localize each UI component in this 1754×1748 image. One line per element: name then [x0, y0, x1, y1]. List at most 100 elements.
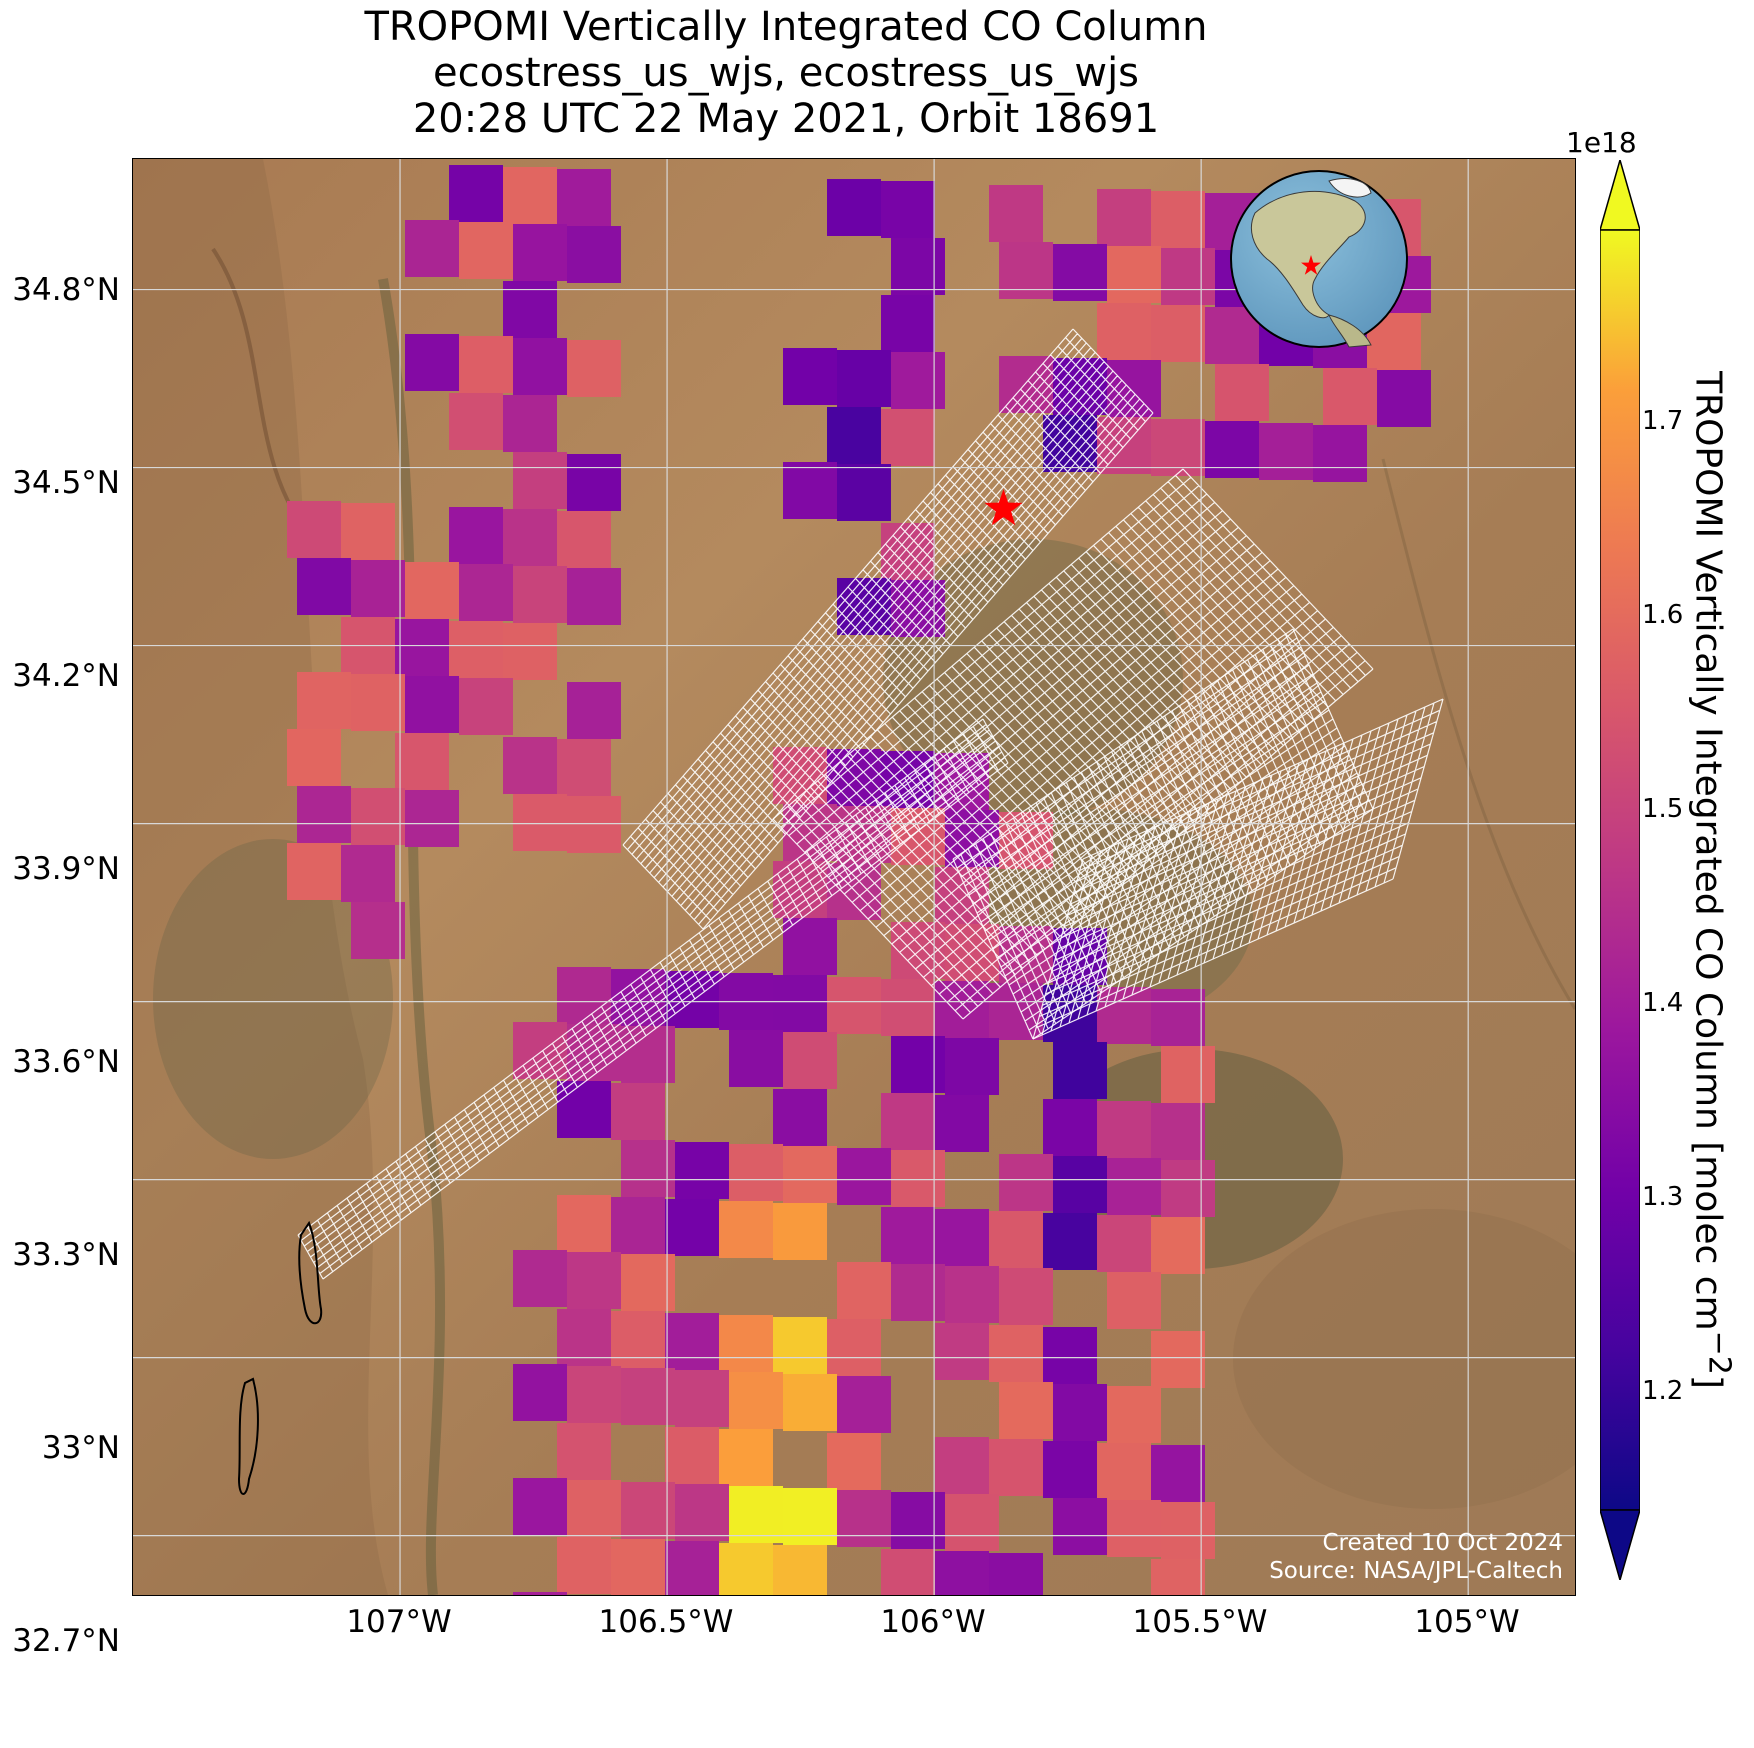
- tropomi-pixel: [1097, 1101, 1151, 1158]
- footprint-mesh: [772, 468, 1374, 1020]
- tropomi-pixels: [287, 165, 1431, 1595]
- tropomi-pixel: [999, 242, 1053, 299]
- lon-tick-label: 105°W: [1414, 1604, 1520, 1640]
- tropomi-pixel: [567, 340, 621, 397]
- tropomi-pixel: [1151, 1217, 1205, 1274]
- colorbar-extend-min: [1600, 1509, 1640, 1580]
- tropomi-pixel: [719, 1429, 773, 1486]
- tropomi-pixel: [881, 295, 935, 352]
- tropomi-pixel: [351, 674, 405, 731]
- lat-tick-label: 33.6°N: [12, 1044, 120, 1080]
- tropomi-pixel: [783, 1146, 837, 1203]
- tropomi-pixel: [287, 501, 341, 558]
- tropomi-pixel: [1151, 989, 1205, 1046]
- tropomi-pixel: [827, 407, 881, 464]
- tropomi-pixel: [1205, 421, 1259, 478]
- tropomi-pixel: [503, 623, 557, 680]
- tropomi-pixel: [719, 1543, 773, 1595]
- graticule: [133, 159, 1575, 1595]
- reservoir-outline-north: [298, 1220, 323, 1325]
- tropomi-pixel: [1377, 370, 1431, 427]
- tropomi-pixel: [503, 395, 557, 452]
- tropomi-pixel: [891, 1264, 945, 1321]
- map-panel[interactable]: Created 10 Oct 2024 Source: NASA/JPL-Cal…: [132, 158, 1576, 1596]
- tropomi-pixel: [503, 167, 557, 224]
- tropomi-pixel: [783, 1488, 837, 1545]
- tropomi-pixel: [989, 1439, 1043, 1496]
- tropomi-pixel: [729, 1486, 783, 1543]
- tropomi-pixel: [837, 1262, 891, 1319]
- tropomi-pixel: [989, 1553, 1043, 1595]
- target-star-marker: [984, 489, 1023, 526]
- lon-tick-label: 105.5°W: [1132, 1604, 1268, 1640]
- colorbar-label-exponent: −2: [1701, 1330, 1737, 1375]
- colorbar-tick-label: 1.5: [1642, 794, 1684, 824]
- tropomi-pixel: [881, 979, 935, 1036]
- tropomi-pixel: [513, 452, 567, 509]
- tropomi-pixel: [1097, 1215, 1151, 1272]
- tropomi-pixel: [1151, 305, 1205, 362]
- tropomi-pixel: [341, 845, 395, 902]
- tropomi-pixel: [665, 1541, 719, 1595]
- tropomi-pixel: [513, 794, 567, 851]
- tropomi-pixel: [287, 729, 341, 786]
- tropomi-pixel: [567, 1480, 621, 1537]
- tropomi-pixel: [449, 165, 503, 222]
- tropomi-pixel: [557, 1309, 611, 1366]
- tropomi-pixel: [891, 238, 945, 295]
- tropomi-pixel: [1161, 1046, 1215, 1103]
- tropomi-pixel: [513, 1478, 567, 1535]
- tropomi-pixel: [513, 1364, 567, 1421]
- tropomi-pixel: [1053, 1498, 1107, 1555]
- colorbar: [1600, 160, 1640, 1580]
- tropomi-pixel: [567, 682, 621, 739]
- tropomi-pixel: [1151, 1445, 1205, 1502]
- basemap-east-plains: [1233, 1209, 1575, 1509]
- colorbar-tick-label: 1.6: [1642, 600, 1684, 630]
- colorbar-tick-label: 1.7: [1642, 406, 1684, 436]
- tropomi-pixel: [557, 967, 611, 1024]
- tropomi-pixel: [513, 224, 567, 281]
- tropomi-pixel: [881, 181, 935, 238]
- tropomi-pixel: [1161, 1160, 1215, 1217]
- tropomi-pixel: [773, 1545, 827, 1595]
- tropomi-pixel: [719, 1315, 773, 1372]
- tropomi-pixel: [611, 1539, 665, 1595]
- tropomi-pixel: [621, 1368, 675, 1425]
- tropomi-pixel: [945, 1266, 999, 1323]
- tropomi-pixel: [935, 1095, 989, 1152]
- colorbar-tick-label: 1.2: [1642, 1376, 1684, 1406]
- tropomi-pixel: [999, 1154, 1053, 1211]
- tropomi-pixel: [621, 1254, 675, 1311]
- tropomi-pixel: [1151, 1331, 1205, 1388]
- basemap-river-valley: [378, 278, 445, 1595]
- tropomi-pixel: [621, 1026, 675, 1083]
- tropomi-pixel: [1151, 1103, 1205, 1160]
- tropomi-pixel: [881, 1207, 935, 1264]
- tropomi-pixel: [1107, 1500, 1161, 1557]
- tropomi-pixel: [459, 678, 513, 735]
- tropomi-pixel: [557, 739, 611, 796]
- tropomi-pixel: [827, 1433, 881, 1490]
- lon-tick-label: 107°W: [346, 1604, 452, 1640]
- tropomi-pixel: [945, 1038, 999, 1095]
- tropomi-pixel: [989, 1325, 1043, 1382]
- tropomi-pixel: [621, 1482, 675, 1539]
- colorbar-extend-max: [1600, 160, 1640, 231]
- tropomi-pixel: [999, 1382, 1053, 1439]
- basemap-east-drainage: [1381, 458, 1575, 1010]
- tropomi-pixel: [837, 464, 891, 521]
- tropomi-pixel: [611, 1197, 665, 1254]
- tropomi-pixel: [513, 566, 567, 623]
- tropomi-pixel: [297, 558, 351, 615]
- tropomi-pixel: [1053, 1042, 1107, 1099]
- tropomi-pixel: [341, 503, 395, 560]
- tropomi-pixel: [665, 1313, 719, 1370]
- tropomi-pixel: [1053, 1384, 1107, 1441]
- tropomi-pixel: [783, 462, 837, 519]
- tropomi-pixel: [513, 1592, 567, 1595]
- tropomi-pixel: [1107, 1158, 1161, 1215]
- tropomi-pixel: [405, 220, 459, 277]
- tropomi-pixel: [773, 1317, 827, 1374]
- tropomi-pixel: [567, 226, 621, 283]
